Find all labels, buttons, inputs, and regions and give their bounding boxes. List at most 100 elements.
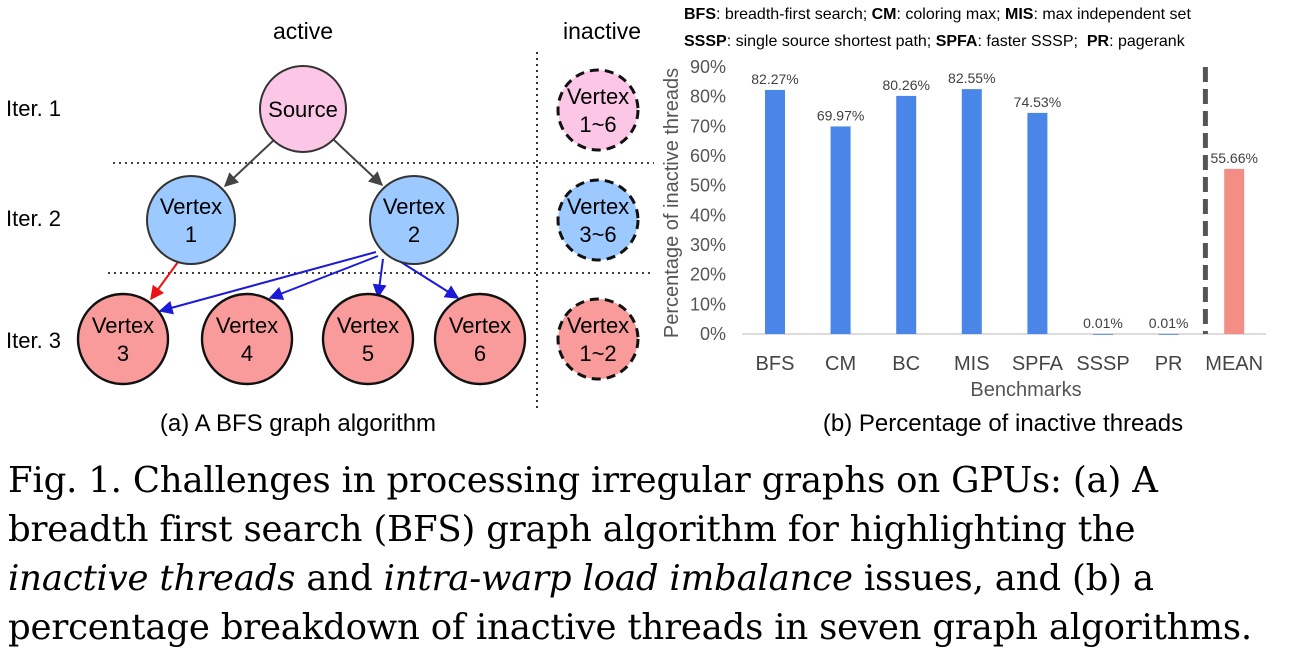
data-label: 0.01% (1149, 315, 1189, 331)
edge-arrow (223, 139, 275, 187)
svg-text:3: 3 (117, 341, 129, 366)
x-axis-label: Benchmarks (970, 379, 1081, 401)
y-axis-label: Percentage of inactive threads (661, 68, 683, 338)
legend-abbr: SPFA (936, 33, 978, 50)
inactive-column-label: inactive (563, 18, 641, 44)
x-tick-label: MIS (954, 353, 990, 375)
svg-text:Vertex: Vertex (567, 84, 629, 109)
bar-pr (1158, 333, 1179, 335)
legend-line-1: BFS: breadth-first search; CM: coloring … (684, 6, 1191, 23)
bfs-graph-panel: active inactive Iter. 1 Iter. 2 Iter. 3 … (6, 18, 654, 437)
iteration-label: Iter. 2 (6, 206, 61, 231)
legend-desc: : pagerank (1109, 33, 1186, 50)
active-column-label: active (273, 18, 333, 44)
svg-text:Vertex: Vertex (567, 194, 629, 219)
caption-emphasis: intra-warp load imbalance (383, 558, 853, 599)
legend-abbr: BFS (684, 6, 716, 23)
x-tick-label: SSSP (1076, 353, 1129, 375)
node-vertex-2: Vertex 2 (369, 175, 459, 265)
y-axis-ticks: 0% 10% 20% 30% 40% 50% 60% 70% 80% 90% (690, 57, 726, 344)
y-tick-label: 10% (690, 294, 726, 314)
bar-cm (830, 126, 851, 334)
legend-desc: : single source shortest path; (727, 33, 936, 50)
y-tick-label: 30% (690, 235, 726, 255)
legend-desc: : breadth-first search; (716, 6, 872, 23)
svg-text:Vertex: Vertex (216, 313, 278, 338)
y-tick-label: 80% (690, 87, 726, 107)
legend-line-2: SSSP: single source shortest path; SPFA:… (684, 33, 1186, 50)
iteration-label: Iter. 3 (6, 328, 61, 353)
data-label: 82.55% (948, 70, 995, 86)
x-tick-label: CM (825, 353, 856, 375)
x-tick-label: MEAN (1205, 353, 1263, 375)
caption-emphasis: inactive threads (8, 558, 296, 599)
node-vertex-1: Vertex 1 (146, 175, 236, 265)
y-tick-label: 20% (690, 265, 726, 285)
svg-text:1: 1 (185, 222, 197, 247)
data-label: 74.53% (1014, 94, 1061, 110)
caption-line: percentage breakdown of inactive threads… (8, 607, 1252, 648)
bar-spfa (1027, 112, 1048, 334)
node-vertex-3: Vertex 3 (76, 292, 170, 386)
svg-text:4: 4 (241, 341, 253, 366)
data-label: 69.97% (817, 107, 864, 123)
bar-mis (961, 89, 982, 334)
edge-arrow (268, 255, 379, 300)
legend-desc: : coloring max; (897, 6, 1005, 23)
legend-abbr: CM (872, 6, 897, 23)
svg-text:1~6: 1~6 (579, 112, 616, 137)
svg-text:Vertex: Vertex (160, 194, 222, 219)
data-label: 55.66% (1210, 150, 1257, 166)
edge-arrow (372, 258, 387, 299)
svg-text:Vertex: Vertex (567, 313, 629, 338)
subcaption-a: (a) A BFS graph algorithm (160, 410, 436, 437)
svg-text:Vertex: Vertex (337, 313, 399, 338)
svg-text:3~6: 3~6 (579, 222, 616, 247)
edge-arrow (333, 139, 384, 186)
inactive-node-iter3: Vertex 1~2 (556, 297, 640, 381)
legend-desc: : faster SSSP; (977, 33, 1086, 50)
bar-sssp (1093, 333, 1113, 335)
x-tick-label: BC (892, 353, 920, 375)
x-tick-label: SPFA (1012, 353, 1064, 375)
iteration-label: Iter. 1 (6, 96, 61, 121)
y-tick-label: 50% (690, 176, 726, 196)
inactive-threads-chart: BFS: breadth-first search; CM: coloring … (661, 6, 1267, 437)
svg-text:Vertex: Vertex (383, 194, 445, 219)
node-source: Source (259, 65, 347, 153)
svg-text:Vertex: Vertex (92, 313, 154, 338)
x-tick-label: BFS (756, 353, 795, 375)
figure-caption: Fig. 1. Challenges in processing irregul… (8, 456, 1303, 652)
legend-abbr: SSSP (684, 33, 727, 50)
edge-arrow (150, 261, 179, 301)
svg-text:5: 5 (362, 341, 374, 366)
bar-bc (896, 95, 917, 335)
data-label: 82.27% (751, 71, 798, 87)
bar-mean (1224, 168, 1245, 334)
y-tick-label: 90% (690, 57, 726, 77)
caption-line: Fig. 1. Challenges in processing irregul… (8, 460, 1158, 501)
data-label: 80.26% (882, 77, 929, 93)
node-vertex-5: Vertex 5 (321, 292, 415, 386)
figure: active inactive Iter. 1 Iter. 2 Iter. 3 … (6, 6, 1267, 437)
x-tick-label: PR (1155, 353, 1183, 375)
y-tick-label: 70% (690, 116, 726, 136)
inactive-node-iter1: Vertex 1~6 (556, 68, 640, 152)
svg-text:6: 6 (474, 341, 486, 366)
caption-line: inactive threads and intra-warp load imb… (8, 558, 1154, 599)
subcaption-b: (b) Percentage of inactive threads (823, 410, 1183, 437)
svg-text:2: 2 (408, 222, 420, 247)
y-tick-label: 0% (700, 324, 726, 344)
bar-bfs (765, 89, 785, 334)
node-vertex-4: Vertex 4 (200, 292, 294, 386)
legend-desc: : max independent set (1033, 6, 1191, 23)
bars: 82.27% BFS 69.97% CM 80.26% BC 82.55% MIS 74.53%… (751, 70, 1263, 375)
y-tick-label: 60% (690, 146, 726, 166)
data-label: 0.01% (1083, 315, 1123, 331)
svg-text:1~2: 1~2 (579, 341, 616, 366)
node-vertex-6: Vertex 6 (433, 292, 527, 386)
legend-abbr: MIS (1005, 6, 1034, 23)
svg-text:Vertex: Vertex (449, 313, 511, 338)
legend-abbr: PR (1087, 33, 1110, 50)
svg-text:Source: Source (268, 97, 338, 122)
